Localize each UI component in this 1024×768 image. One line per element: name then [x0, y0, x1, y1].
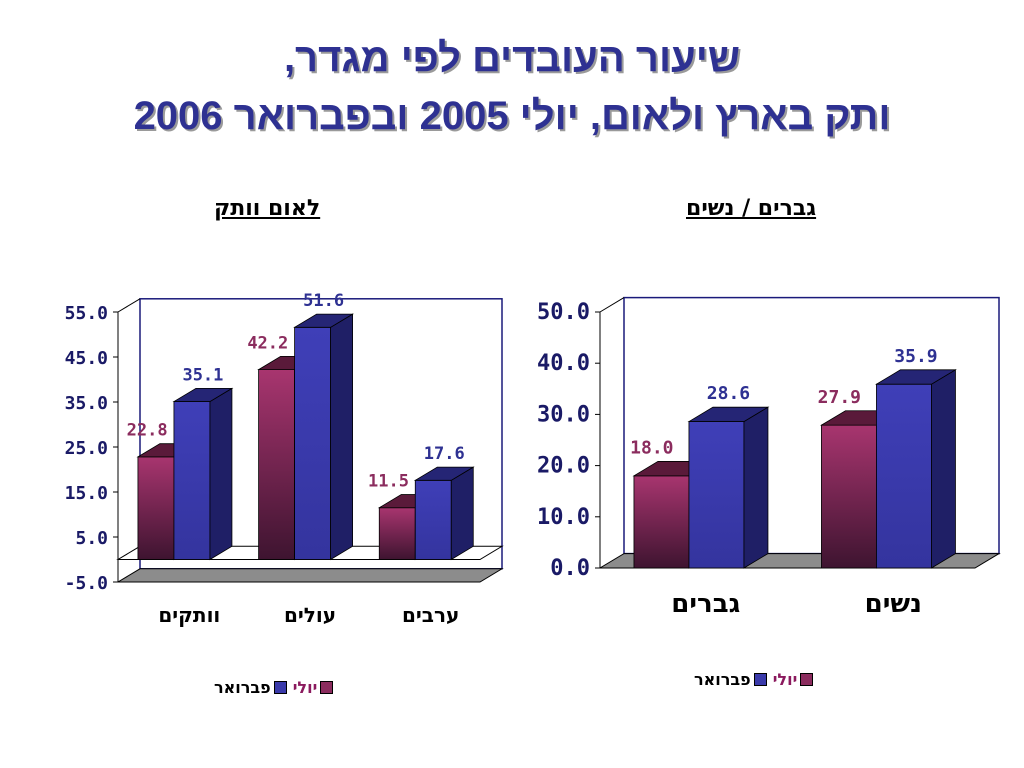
bar-side-february: [450, 466, 474, 561]
bar-top-february: [172, 387, 234, 402]
bar-february: [876, 383, 932, 569]
legend-item-july: יולי: [773, 670, 814, 689]
y-tick-label: 20.0: [537, 454, 590, 479]
y-tick-label: 25.0: [65, 438, 108, 459]
data-label-july: 11.5: [368, 472, 409, 492]
data-label-february: 51.6: [303, 291, 344, 311]
axis-depth-line: [117, 298, 141, 313]
right-chart-legend: יולי פברואר: [688, 670, 814, 689]
chart-floor: [116, 568, 504, 583]
y-tick-label: 35.0: [65, 393, 108, 414]
bar-top-february: [413, 466, 475, 481]
legend-label-february: פברואר: [694, 670, 751, 689]
y-tick-label: 0.0: [550, 556, 590, 581]
y-tick-label: 10.0: [537, 505, 590, 530]
y-tick-label: 40.0: [537, 351, 590, 376]
bar-side-february: [330, 313, 354, 561]
bar-side-february: [209, 387, 233, 561]
data-label-february: 17.6: [424, 444, 465, 464]
data-label-february: 35.9: [894, 346, 937, 367]
right-chart-subtitle: גברים / נשים: [686, 196, 817, 221]
y-tick-label: -5.0: [65, 573, 108, 594]
data-label-july: 42.2: [247, 333, 288, 353]
legend-swatch-july: [800, 673, 814, 686]
x-category-label: עולים: [284, 603, 336, 627]
bar-february: [173, 401, 211, 560]
bar-july: [137, 456, 175, 560]
bar-top-february: [875, 369, 957, 385]
page-title-line2: ותק בארץ ולאום, יולי 2005 ובפברואר 2006: [133, 94, 891, 138]
x-category-label: גברים: [671, 589, 740, 619]
data-label-july: 22.8: [127, 421, 168, 441]
bar-february: [688, 421, 745, 569]
data-label-february: 28.6: [707, 383, 750, 404]
x-category-label: נשים: [865, 589, 922, 619]
bar-top-february: [293, 313, 355, 328]
legend-item-february: פברואר: [214, 678, 287, 697]
bar-july: [378, 507, 416, 560]
y-tick-label: 15.0: [65, 483, 108, 504]
bar-july: [633, 475, 690, 569]
axis-depth-line: [599, 297, 625, 313]
legend-label-february: פברואר: [214, 678, 271, 697]
y-tick-label: 30.0: [537, 402, 590, 427]
y-tick-label: 55.0: [65, 303, 108, 324]
bar-top-february: [687, 406, 770, 422]
page-title-line1: שיעור העובדים לפי מגדר,: [283, 36, 741, 80]
bar-february: [414, 479, 452, 560]
y-tick-label: 45.0: [65, 348, 108, 369]
x-category-label: ערבים: [402, 603, 459, 627]
legend-item-july: יולי: [293, 678, 334, 697]
legend-label-july: יולי: [292, 678, 318, 697]
legend-swatch-february: [273, 681, 287, 694]
x-category-label: וותקים: [158, 603, 220, 627]
legend-swatch-february: [753, 673, 767, 686]
bar-july: [258, 369, 296, 560]
y-tick-label: 50.0: [537, 300, 590, 325]
y-tick-label: 5.0: [75, 528, 108, 549]
bar-side-february: [743, 406, 769, 569]
data-label-july: 27.9: [818, 387, 861, 408]
left-chart-subtitle: לאום וותק: [214, 196, 321, 221]
legend-swatch-july: [320, 681, 334, 694]
legend-label-july: יולי: [772, 670, 798, 689]
left-chart-legend: יולי פברואר: [208, 678, 334, 697]
data-label-february: 35.1: [182, 365, 223, 385]
bar-side-february: [931, 369, 956, 569]
bar-july: [821, 424, 877, 569]
legend-item-february: פברואר: [694, 670, 767, 689]
data-label-july: 18.0: [630, 437, 673, 458]
bar-february: [294, 326, 332, 560]
